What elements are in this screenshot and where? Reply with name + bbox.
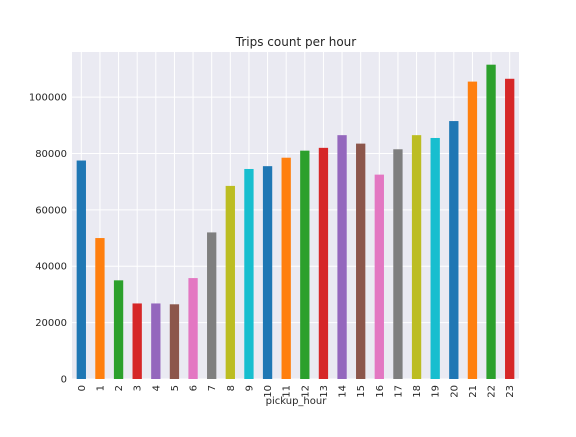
bar-hour-20 xyxy=(449,121,459,380)
bar-hour-19 xyxy=(430,137,440,379)
x-tick-label: 6 xyxy=(189,385,200,391)
x-tick-label: 17 xyxy=(393,385,404,398)
chart-title: Trips count per hour xyxy=(235,35,356,49)
bars xyxy=(76,64,515,380)
x-tick-label: 14 xyxy=(338,385,349,398)
x-tick-label: 4 xyxy=(151,385,162,391)
y-tick-label: 40000 xyxy=(35,262,67,273)
y-tick-label: 20000 xyxy=(35,318,67,329)
x-tick-label: 23 xyxy=(505,385,516,398)
bar-hour-0 xyxy=(76,160,86,379)
y-tick-label: 80000 xyxy=(35,149,67,160)
bar-hour-8 xyxy=(225,185,235,379)
x-tick-label: 13 xyxy=(319,385,330,398)
y-tick-label: 0 xyxy=(61,375,67,386)
bar-hour-11 xyxy=(281,157,291,379)
bar-hour-10 xyxy=(262,166,273,379)
x-tick-label: 10 xyxy=(263,385,274,398)
bar-hour-12 xyxy=(300,150,310,379)
bar-hour-15 xyxy=(356,143,366,379)
bar-hour-7 xyxy=(207,232,217,379)
bar-hour-17 xyxy=(393,149,403,379)
bar-hour-1 xyxy=(95,238,105,379)
x-tick-label: 1 xyxy=(95,385,106,391)
x-tick-label: 20 xyxy=(449,385,460,398)
bar-hour-23 xyxy=(505,78,515,379)
x-tick-label: 9 xyxy=(244,385,255,391)
bar-hour-6 xyxy=(188,278,198,379)
x-tick-label: 8 xyxy=(226,385,237,391)
bar-hour-9 xyxy=(244,168,254,379)
bar-hour-13 xyxy=(318,147,329,379)
plot-area xyxy=(72,52,519,379)
bar-hour-2 xyxy=(113,280,124,379)
y-axis-ticks: 0 20000 40000 60000 80000 100000 xyxy=(29,93,67,386)
bar-hour-22 xyxy=(486,64,496,379)
x-tick-label: 19 xyxy=(431,385,442,398)
x-tick-label: 0 xyxy=(77,385,88,391)
bar-hour-16 xyxy=(374,174,384,379)
x-tick-label: 15 xyxy=(356,385,367,398)
x-tick-label: 7 xyxy=(207,385,218,391)
bar-hour-4 xyxy=(151,303,161,379)
bar-hour-5 xyxy=(169,304,180,379)
x-tick-label: 11 xyxy=(282,385,293,398)
x-axis-label: pickup_hour xyxy=(266,396,328,407)
x-tick-label: 22 xyxy=(487,385,498,398)
y-tick-label: 100000 xyxy=(29,93,67,104)
bar-hour-18 xyxy=(411,135,422,379)
x-tick-label: 2 xyxy=(114,385,125,391)
x-axis-ticks: 0 1 2 3 4 5 6 7 8 9 10 11 12 13 14 15 16 17 18 19 20 21 22 23 xyxy=(77,385,516,398)
bar-hour-3 xyxy=(132,303,142,379)
x-tick-label: 18 xyxy=(412,385,423,398)
x-tick-label: 3 xyxy=(133,385,144,391)
y-tick-label: 60000 xyxy=(35,205,67,216)
x-tick-label: 16 xyxy=(375,385,386,398)
x-tick-label: 5 xyxy=(170,385,181,391)
x-tick-label: 21 xyxy=(468,385,479,398)
x-tick-label: 12 xyxy=(300,385,311,398)
bar-hour-14 xyxy=(337,135,347,379)
bar-hour-21 xyxy=(467,81,478,380)
